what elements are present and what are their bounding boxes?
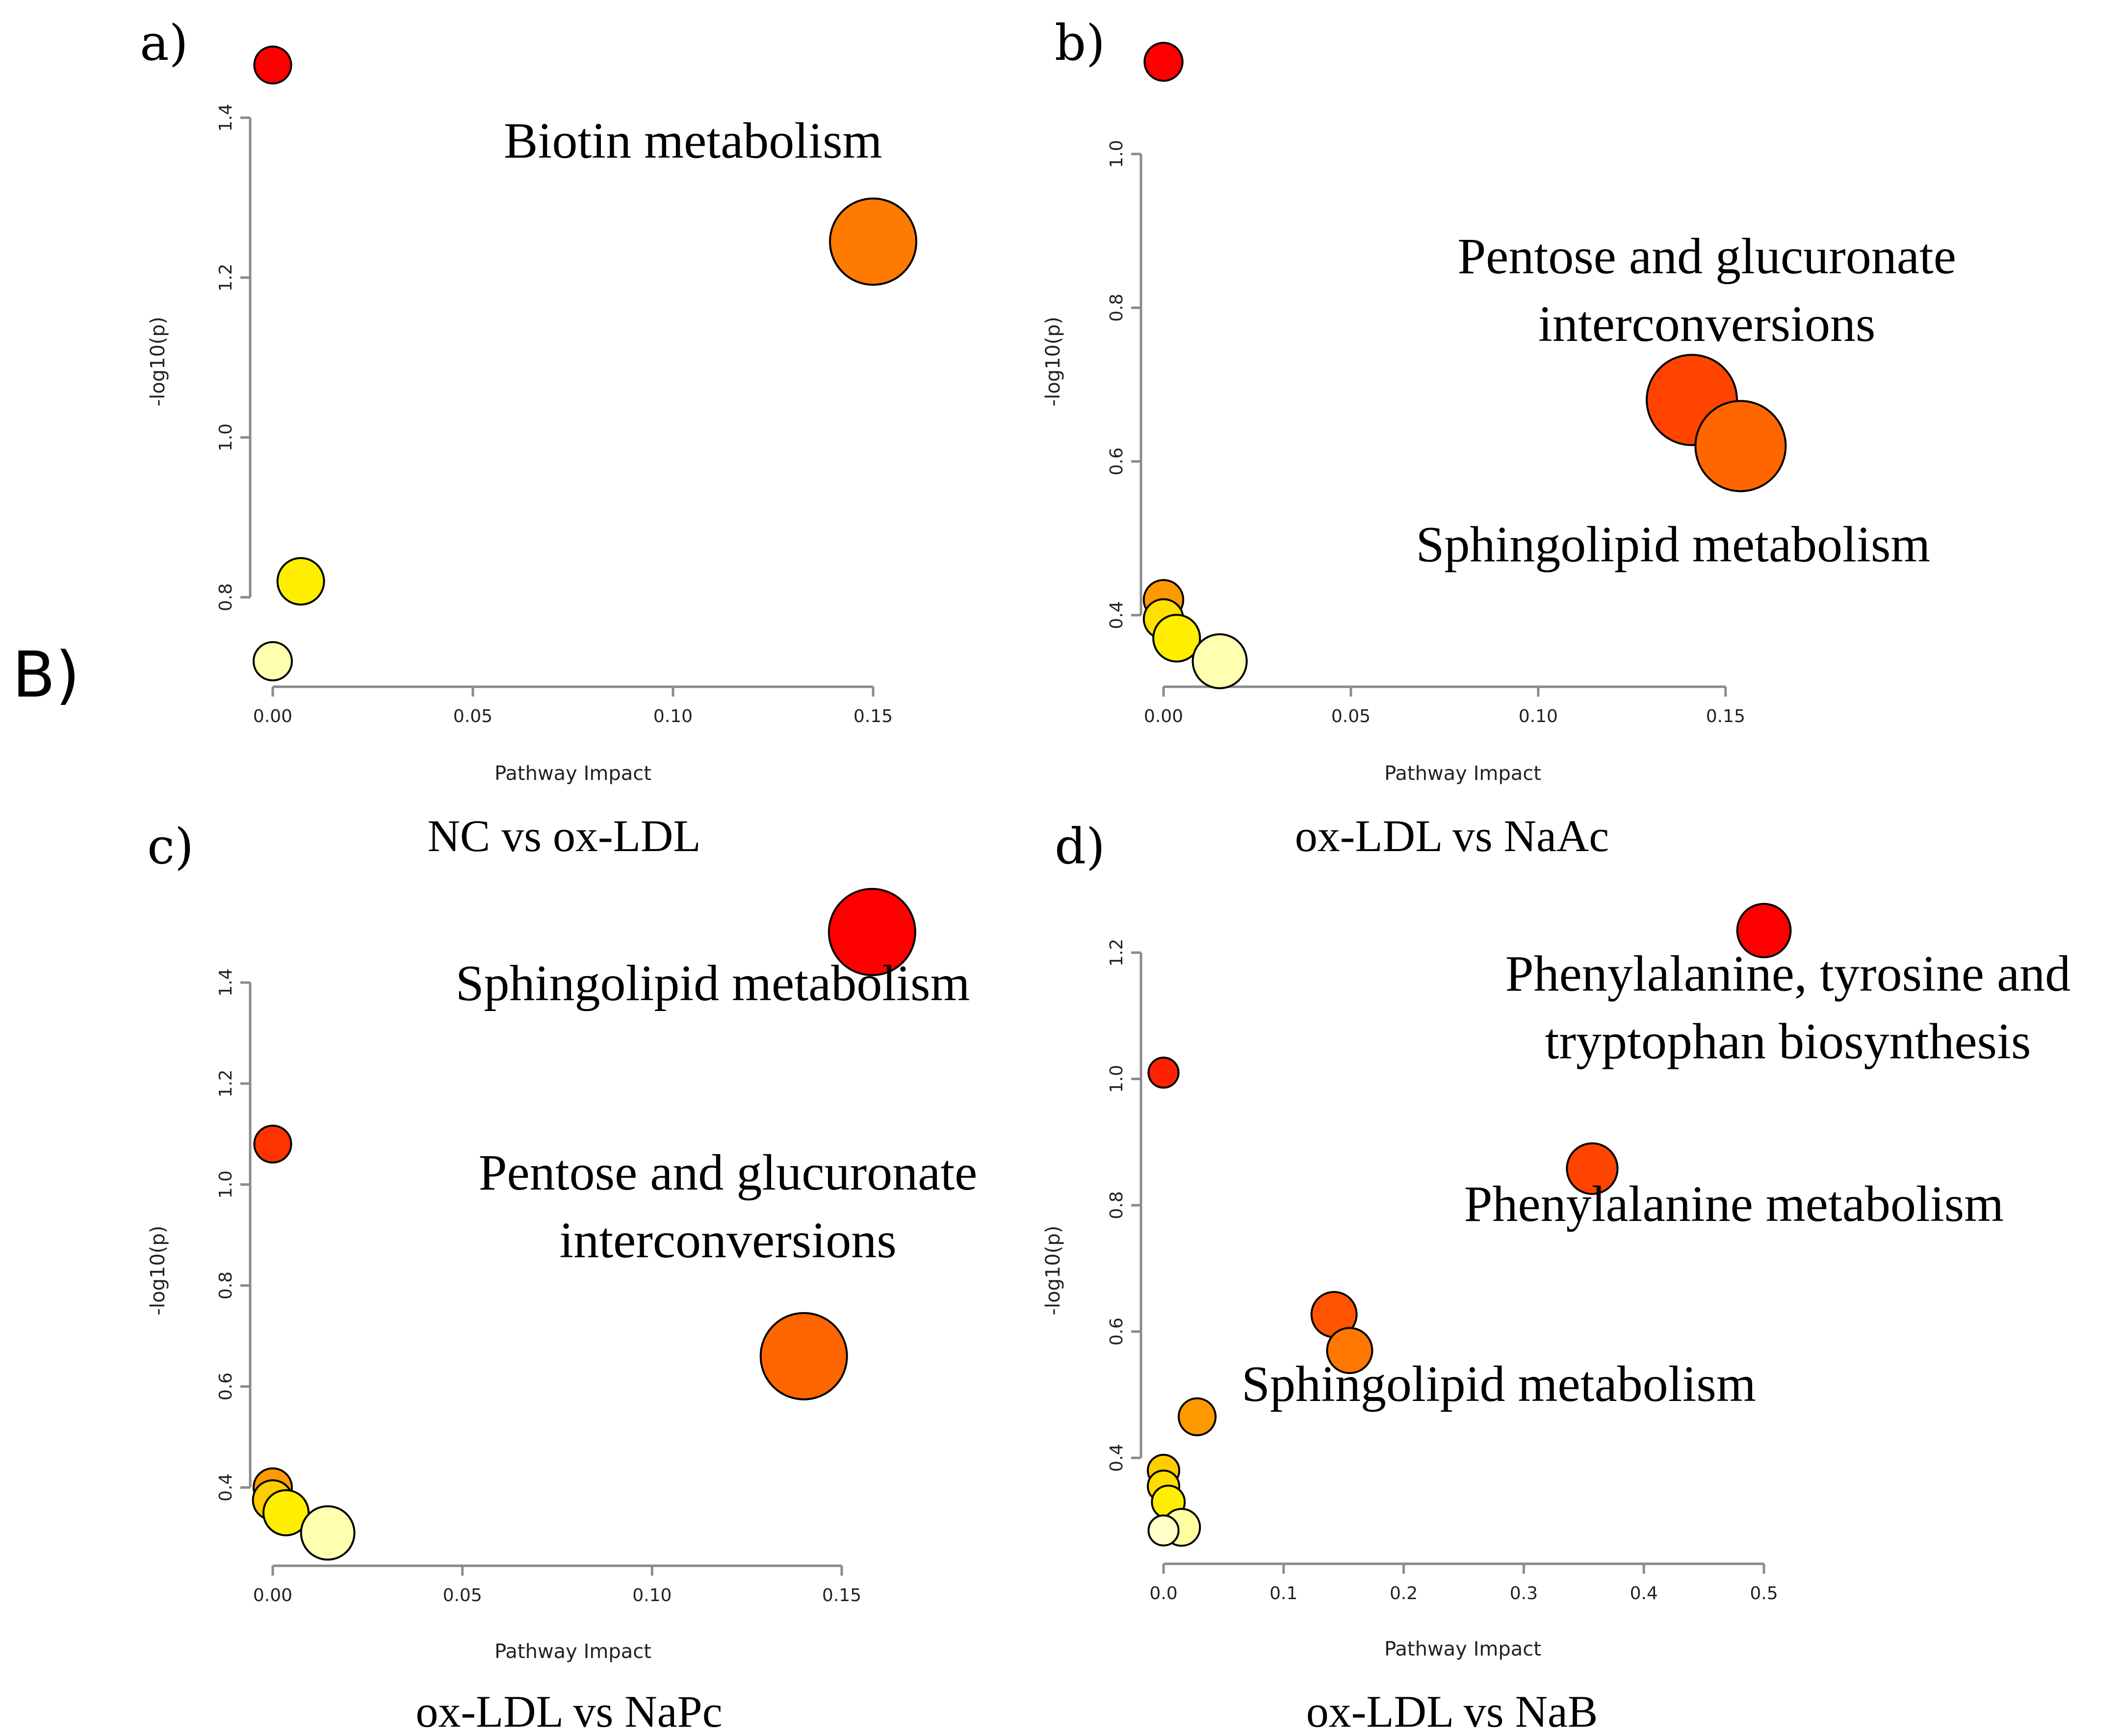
x-tick-label: 0.3 bbox=[1510, 1583, 1538, 1604]
y-tick-label: 1.2 bbox=[1107, 938, 1127, 966]
y-tick-label: 0.8 bbox=[216, 1271, 236, 1299]
bubble-point bbox=[253, 641, 293, 681]
bubble-point bbox=[1191, 633, 1248, 689]
pathway-annotation: Sphingolipid metabolism bbox=[456, 955, 970, 1011]
bubble-point bbox=[276, 557, 325, 606]
x-tick-label: 0.00 bbox=[253, 706, 292, 726]
y-tick-label: 0.6 bbox=[1107, 447, 1127, 475]
x-tick-label: 0.10 bbox=[632, 1585, 672, 1606]
y-axis-label: -log10(p) bbox=[1042, 1226, 1064, 1316]
bubble-point bbox=[253, 1124, 292, 1164]
panel-letter: c) bbox=[147, 818, 194, 875]
comparison-title: ox-LDL vs NaB bbox=[1306, 1686, 1598, 1736]
y-tick-label: 1.4 bbox=[216, 968, 236, 996]
y-tick-label: 1.0 bbox=[216, 423, 236, 451]
pathway-annotation: interconversions bbox=[559, 1212, 896, 1269]
pathway-annotation: tryptophan biosynthesis bbox=[1545, 1013, 2031, 1069]
x-axis-label: Pathway Impact bbox=[1384, 1638, 1541, 1660]
bubble-point bbox=[1736, 903, 1792, 959]
bubble-point bbox=[829, 197, 917, 286]
y-tick-label: 0.8 bbox=[1107, 1191, 1127, 1219]
panel-letter: b) bbox=[1055, 14, 1105, 72]
bubble-point bbox=[828, 888, 916, 976]
bubble-point bbox=[1694, 400, 1787, 492]
y-axis-label: -log10(p) bbox=[147, 1226, 169, 1316]
x-tick-label: 0.00 bbox=[253, 1585, 292, 1606]
bubble-point bbox=[1326, 1327, 1373, 1374]
y-tick-label: 1.2 bbox=[216, 1069, 236, 1097]
bubble-point bbox=[300, 1505, 356, 1561]
pathway-annotation: interconversions bbox=[1538, 296, 1875, 352]
x-tick-label: 0.10 bbox=[653, 706, 693, 726]
x-axis-label: Pathway Impact bbox=[494, 762, 651, 785]
y-tick-label: 0.8 bbox=[216, 583, 236, 611]
y-tick-label: 0.8 bbox=[1107, 294, 1127, 322]
panel-letter: a) bbox=[140, 14, 188, 72]
pathway-annotation: Biotin metabolism bbox=[504, 113, 882, 169]
y-tick-label: 1.2 bbox=[216, 263, 236, 291]
bubble-point bbox=[759, 1312, 848, 1400]
x-tick-label: 0.15 bbox=[822, 1585, 861, 1606]
pathway-annotation: Pentose and glucuronate bbox=[1457, 228, 1956, 285]
y-axis-label: -log10(p) bbox=[1042, 317, 1064, 407]
pathway-annotation: Phenylalanine, tyrosine and bbox=[1505, 945, 2071, 1002]
y-tick-label: 0.4 bbox=[1107, 601, 1127, 629]
x-tick-label: 0.1 bbox=[1269, 1583, 1297, 1604]
panel-a: a) 0.8 1.0 1.2 1.4 0.00 0.05 0.10 0.15 Pathway Im… bbox=[140, 14, 917, 861]
x-tick-label: 0.00 bbox=[1144, 706, 1183, 726]
x-tick-label: 0.05 bbox=[453, 706, 492, 726]
figure-label: B) bbox=[12, 639, 80, 712]
x-tick-label: 0.10 bbox=[1519, 706, 1558, 726]
x-tick-label: 0.0 bbox=[1149, 1583, 1177, 1604]
y-tick-label: 0.6 bbox=[1107, 1318, 1127, 1346]
comparison-title: ox-LDL vs NaAc bbox=[1295, 811, 1609, 861]
y-tick-label: 1.0 bbox=[1107, 1065, 1127, 1093]
comparison-title: NC vs ox-LDL bbox=[427, 811, 700, 861]
bubble-point bbox=[1152, 614, 1201, 663]
y-tick-label: 1.4 bbox=[216, 104, 236, 131]
panel-d: d) 0.4 0.6 0.8 1.0 1.2 0.0 0.1 0.2 0.3 0.4 0.5 Pathw… bbox=[1042, 818, 2071, 1736]
bubble-point bbox=[1147, 1057, 1180, 1089]
x-tick-label: 0.05 bbox=[1331, 706, 1371, 726]
x-axis-label: Pathway Impact bbox=[1384, 762, 1541, 785]
pathway-annotation: Sphingolipid metabolism bbox=[1416, 516, 1931, 572]
pathway-annotation: Sphingolipid metabolism bbox=[1242, 1356, 1756, 1412]
comparison-title: ox-LDL vs NaPc bbox=[415, 1686, 722, 1736]
y-tick-label: 1.0 bbox=[1107, 140, 1127, 168]
x-tick-label: 0.2 bbox=[1390, 1583, 1418, 1604]
pathway-annotation: Pentose and glucuronate bbox=[479, 1144, 978, 1201]
bubble-point bbox=[1177, 1397, 1217, 1436]
panel-c: c) 0.4 0.6 0.8 1.0 1.2 1.4 0.00 0.05 0.10 0.15 Path… bbox=[147, 818, 977, 1736]
y-tick-label: 0.4 bbox=[1107, 1444, 1127, 1472]
x-tick-label: 0.15 bbox=[1706, 706, 1745, 726]
bubble-point bbox=[262, 1489, 310, 1536]
bubble-point bbox=[1566, 1142, 1619, 1195]
panel-b: b) 0.4 0.6 0.8 1.0 0.00 0.05 0.10 0.15 Pathway Im… bbox=[1042, 14, 1956, 861]
bubble-point bbox=[1147, 1514, 1180, 1547]
y-tick-label: 0.6 bbox=[216, 1373, 236, 1400]
bubble-point bbox=[253, 45, 292, 85]
y-tick-label: 1.0 bbox=[216, 1170, 236, 1198]
y-tick-label: 0.4 bbox=[216, 1474, 236, 1502]
y-axis-label: -log10(p) bbox=[147, 317, 169, 407]
pathway-annotation: Phenylalanine metabolism bbox=[1464, 1176, 2004, 1232]
x-tick-label: 0.15 bbox=[854, 706, 893, 726]
x-tick-label: 0.05 bbox=[443, 1585, 482, 1606]
bubble-point bbox=[1143, 42, 1184, 82]
x-axis-label: Pathway Impact bbox=[494, 1640, 651, 1663]
panel-letter: d) bbox=[1055, 818, 1105, 875]
x-tick-label: 0.5 bbox=[1750, 1583, 1778, 1604]
x-tick-label: 0.4 bbox=[1630, 1583, 1658, 1604]
